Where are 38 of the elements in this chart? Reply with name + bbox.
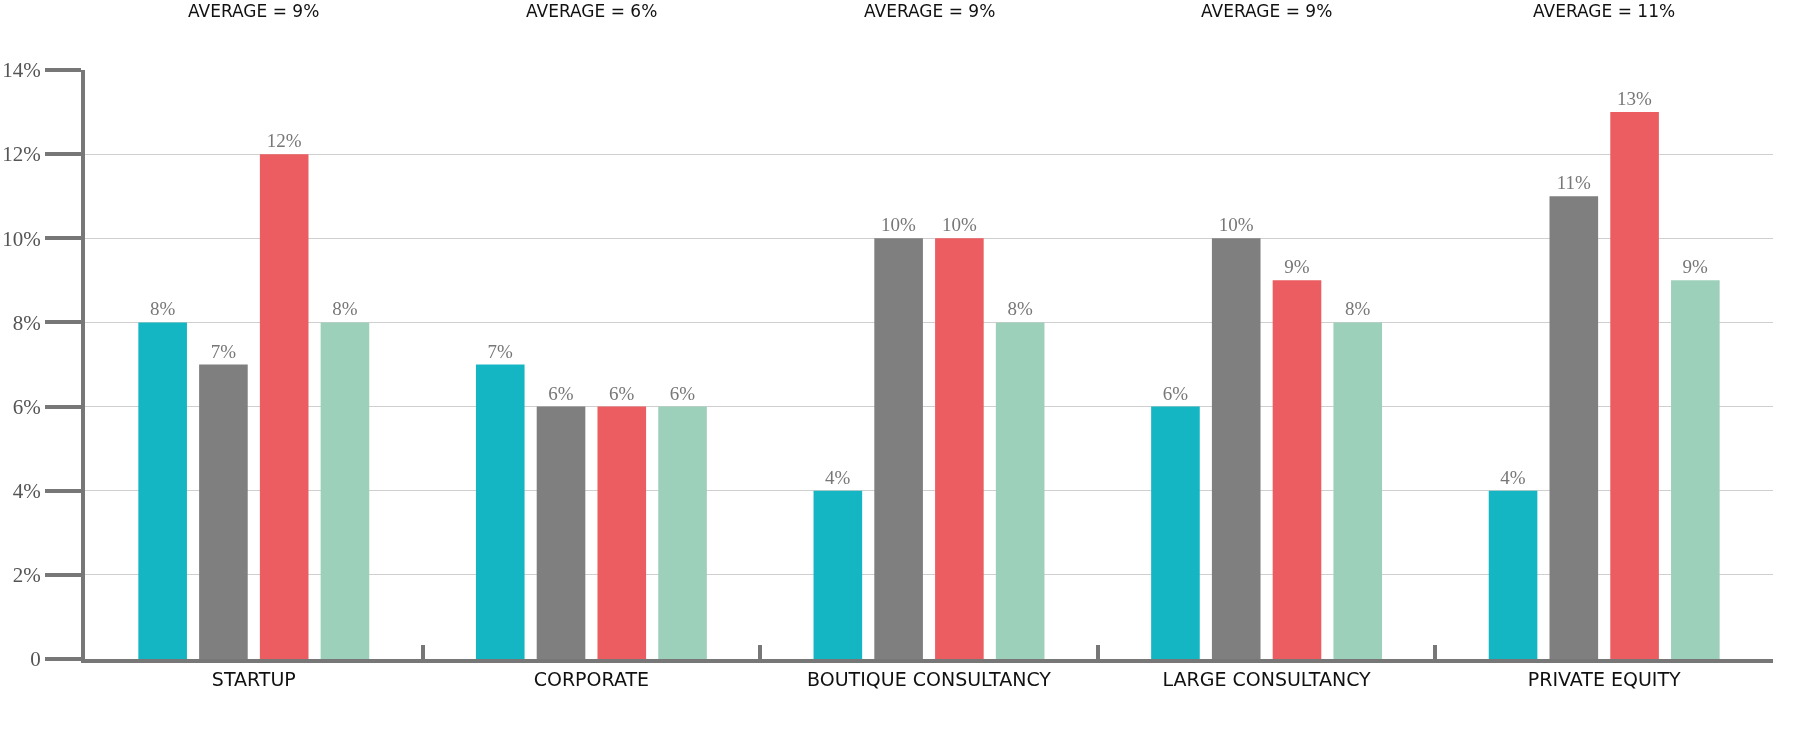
- data-label: 9%: [1284, 256, 1310, 278]
- data-label: 7%: [487, 340, 513, 362]
- y-tick-label: 2%: [12, 563, 41, 588]
- data-label: 13%: [1617, 88, 1653, 110]
- data-label: 6%: [669, 382, 696, 404]
- x-tick-label: STARTUP: [211, 667, 296, 690]
- data-label: 7%: [210, 340, 237, 362]
- data-label: 8%: [1007, 298, 1033, 320]
- y-tick-label: 4%: [12, 479, 41, 504]
- data-label: 10%: [881, 214, 917, 236]
- data-label: 6%: [1162, 382, 1189, 404]
- data-label: 8%: [332, 298, 358, 320]
- x-tick-label: BOUTIQUE CONSULTANCY: [807, 667, 1052, 690]
- data-label: 10%: [1218, 214, 1254, 236]
- data-label: 12%: [266, 130, 302, 152]
- y-tick-label: 0: [30, 647, 41, 672]
- text: AVERAGE = 11%: [1533, 1, 1676, 21]
- data-label: 11%: [1556, 172, 1591, 194]
- data-label: 6%: [609, 382, 635, 404]
- y-tick-label: 14%: [2, 58, 41, 83]
- text: AVERAGE = 9%: [188, 1, 320, 21]
- text: AVERAGE = 9%: [1201, 1, 1333, 21]
- data-label: 8%: [1345, 298, 1371, 320]
- y-tick-label: 8%: [12, 310, 41, 335]
- data-label: 9%: [1682, 256, 1709, 278]
- data-label: 10%: [941, 214, 977, 236]
- data-label: 8%: [149, 298, 176, 320]
- x-tick-label: PRIVATE EQUITY: [1527, 667, 1682, 690]
- y-tick-label: 10%: [2, 226, 41, 251]
- text: AVERAGE = 6%: [526, 1, 658, 21]
- data-label: 6%: [548, 382, 574, 404]
- text: AVERAGE = 9%: [864, 1, 996, 21]
- data-label: 4%: [1500, 466, 1526, 488]
- x-tick-label: CORPORATE: [533, 667, 650, 690]
- y-tick-label: 6%: [12, 394, 41, 419]
- data-label: 4%: [825, 466, 851, 488]
- x-tick-label: LARGE CONSULTANCY: [1162, 667, 1372, 690]
- y-tick-label: 12%: [2, 142, 41, 167]
